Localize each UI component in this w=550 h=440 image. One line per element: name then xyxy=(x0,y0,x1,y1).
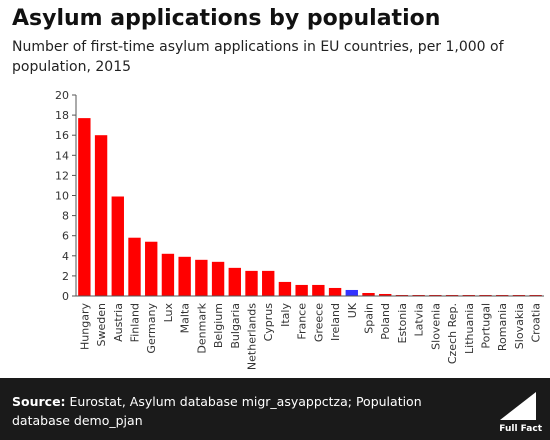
chart-subtitle: Number of first-time asylum applications… xyxy=(12,39,504,75)
x-tick-label: Slovakia xyxy=(513,303,526,349)
bar-hungary xyxy=(78,118,91,297)
x-tick-label: Malta xyxy=(179,303,192,333)
x-tick-label: Spain xyxy=(363,303,376,334)
source-label: Source: xyxy=(12,394,66,409)
x-tick-label: Romania xyxy=(496,303,509,351)
x-tick-label: Sweden xyxy=(95,303,108,346)
source-note: Source: Eurostat, Asylum database migr_a… xyxy=(12,392,462,430)
bar-bulgaria xyxy=(228,267,241,296)
y-tick-label: 10 xyxy=(55,190,69,203)
bar-ireland xyxy=(328,287,342,296)
x-tick-label: Netherlands xyxy=(246,303,259,370)
y-tick-label: 14 xyxy=(55,149,69,162)
bar-france xyxy=(295,284,308,296)
x-tick-label: Austria xyxy=(112,303,125,342)
y-tick-label: 20 xyxy=(55,89,69,102)
bar-belgium xyxy=(211,261,225,296)
bar-spain xyxy=(362,292,375,296)
logo-text: Full Fact xyxy=(499,424,542,434)
x-tick-label: UK xyxy=(346,302,359,318)
bar-denmark xyxy=(195,259,208,296)
x-tick-label: Greece xyxy=(312,303,325,342)
x-tick-label: Germany xyxy=(145,303,158,354)
x-tick-label: Hungary xyxy=(78,303,91,350)
x-tick-label: Slovenia xyxy=(429,303,442,350)
bar-netherlands xyxy=(245,270,258,297)
x-tick-label: Estonia xyxy=(396,303,409,344)
x-tick-label: Ireland xyxy=(329,303,342,341)
bar-greece xyxy=(312,284,325,296)
y-tick-label: 0 xyxy=(62,290,69,303)
source-text: Eurostat, Asylum database migr_asyappctz… xyxy=(12,394,422,428)
bar-austria xyxy=(111,196,124,296)
bar-malta xyxy=(178,256,191,296)
y-tick-label: 8 xyxy=(62,210,69,223)
x-tick-label: Belgium xyxy=(212,303,225,348)
x-tick-label: Finland xyxy=(129,303,142,342)
bar-lux xyxy=(161,253,175,296)
bar-poland xyxy=(379,293,392,296)
bar-chart: 0 2 4 6 8 10 12 14 16 18 20 Hungary Sweden Austria Fin… xyxy=(55,89,544,370)
footer: Source: Eurostat, Asylum database migr_a… xyxy=(0,378,550,440)
full-fact-logo-icon xyxy=(500,392,536,420)
y-tick-label: 6 xyxy=(62,230,69,243)
x-tick-label: Poland xyxy=(379,303,392,340)
x-tick-label: Denmark xyxy=(195,302,208,353)
y-tick-label: 12 xyxy=(55,169,69,182)
bar-finland xyxy=(128,237,141,296)
bar-italy xyxy=(278,281,292,296)
y-tick-label: 4 xyxy=(62,250,69,263)
bar-uk xyxy=(345,289,358,296)
x-tick-label: Lux xyxy=(162,303,175,323)
x-tick-label: Latvia xyxy=(413,303,426,337)
y-tick-label: 2 xyxy=(62,270,69,283)
x-tick-label: France xyxy=(296,303,309,340)
bar-germany xyxy=(145,241,158,296)
bar-cyprus xyxy=(262,270,275,297)
chart-title: Asylum applications by population xyxy=(12,6,441,31)
bar-sweden xyxy=(94,135,108,296)
x-tick-label: Croatia xyxy=(530,303,543,343)
x-tick-label: Bulgaria xyxy=(229,303,242,349)
x-tick-label: Cyprus xyxy=(262,303,275,342)
y-tick-label: 16 xyxy=(55,129,69,142)
x-tick-label: Czech Rep. xyxy=(446,303,459,364)
x-tick-label: Italy xyxy=(279,303,292,327)
x-tick-label: Lithuania xyxy=(463,303,476,354)
x-tick-label: Portugal xyxy=(480,303,493,349)
y-tick-label: 18 xyxy=(55,109,69,122)
